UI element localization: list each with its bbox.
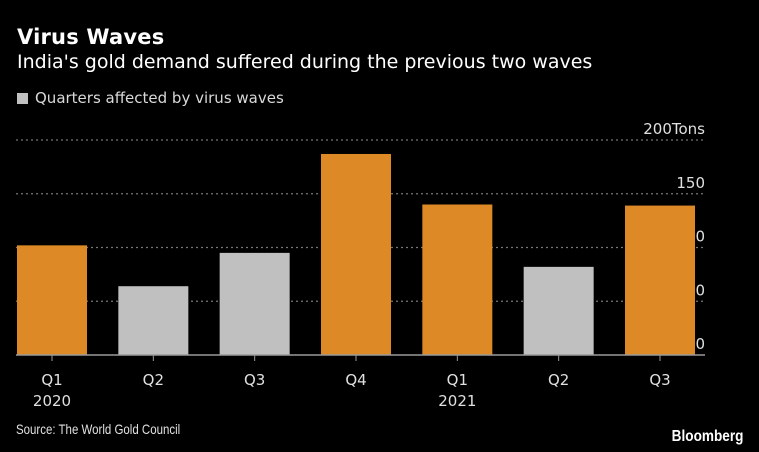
x-tick-label: Q1 bbox=[447, 371, 468, 389]
legend-swatch-affected bbox=[17, 92, 28, 104]
x-tick-label: Q2 bbox=[548, 371, 569, 389]
bar bbox=[523, 266, 594, 355]
x-tick-label: Q3 bbox=[649, 371, 670, 389]
legend: Quarters affected by virus waves bbox=[17, 89, 284, 107]
bar bbox=[625, 205, 695, 355]
x-tick-label: Q1 bbox=[41, 371, 62, 389]
x-year-label: 2020 bbox=[33, 392, 71, 410]
chart-title: Virus Waves bbox=[17, 25, 165, 49]
bar bbox=[17, 245, 87, 355]
bar bbox=[422, 204, 493, 355]
y-tick-label: 200Tons bbox=[643, 120, 705, 138]
x-tick-label: Q2 bbox=[143, 371, 164, 389]
bloomberg-logo: Bloomberg bbox=[671, 428, 743, 445]
bar bbox=[321, 153, 391, 355]
bar bbox=[219, 252, 290, 355]
x-tick-label: Q3 bbox=[244, 371, 265, 389]
legend-label-affected: Quarters affected by virus waves bbox=[35, 89, 284, 107]
y-tick-label: 0 bbox=[695, 335, 705, 353]
chart-subtitle: India's gold demand suffered during the … bbox=[17, 51, 593, 73]
x-year-label: 2021 bbox=[438, 392, 476, 410]
y-tick-label: 150 bbox=[676, 174, 705, 192]
source-note: Source: The World Gold Council bbox=[16, 421, 181, 437]
bar bbox=[118, 286, 189, 355]
x-tick-label: Q4 bbox=[345, 371, 366, 389]
